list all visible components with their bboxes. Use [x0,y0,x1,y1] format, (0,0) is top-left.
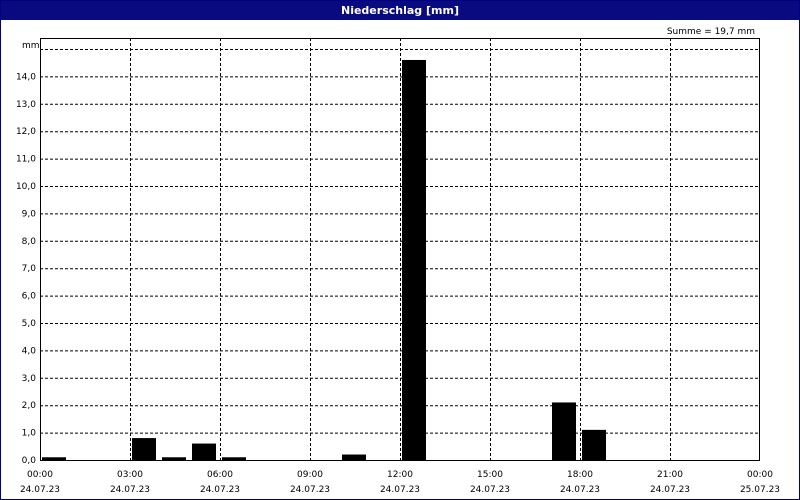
chart-title: Niederschlag [mm] [1,1,799,20]
x-tick-time: 21:00 [657,470,683,480]
precipitation-bar [132,438,156,460]
x-tick-date: 24.07.23 [110,485,150,495]
y-tick-label: 8,0 [22,237,37,247]
y-tick-label: 9,0 [22,209,37,219]
y-axis-label: mm [22,41,40,51]
x-tick-time: 00:00 [27,470,53,480]
y-tick-label: 11,0 [16,155,36,165]
precipitation-bar [222,457,246,460]
x-tick-date: 24.07.23 [470,485,510,495]
x-tick-date: 24.07.23 [560,485,600,495]
y-tick-label: 3,0 [22,374,37,384]
precipitation-bar [192,443,216,460]
x-tick-time: 18:00 [567,470,593,480]
precipitation-bar [582,429,606,460]
sum-annotation: Summe = 19,7 mm [667,27,755,37]
axes: 0,0 1,0 2,0 3,0 4,0 5,0 6,0 7,0 8,0 9,0 10,0 11,0 12… [16,38,780,495]
y-tick-label: 0,0 [22,456,37,466]
precipitation-bar [552,402,576,460]
precipitation-bar [162,457,186,460]
y-tick-label: 5,0 [22,319,37,329]
y-tick-label: 10,0 [16,182,36,192]
y-tick-label: 13,0 [16,100,36,110]
y-tick-label: 6,0 [22,292,37,302]
precipitation-bar [42,457,66,460]
precipitation-bar [402,59,426,461]
x-tick-date: 25.07.23 [740,485,780,495]
x-tick-date: 24.07.23 [290,485,330,495]
x-tick-time: 12:00 [387,470,413,480]
y-tick-label: 2,0 [22,401,37,411]
y-tick-label: 1,0 [22,429,37,439]
bars [42,59,606,461]
x-tick-time: 00:00 [747,470,773,480]
x-tick-date: 24.07.23 [20,485,60,495]
y-tick-label: 7,0 [22,264,37,274]
x-tick-time: 09:00 [297,470,323,480]
x-tick-time: 06:00 [207,470,233,480]
x-tick-date: 24.07.23 [650,485,690,495]
grid-lines [40,38,760,460]
y-tick-label: 14,0 [16,72,36,82]
y-tick-label: 12,0 [16,127,36,137]
x-tick-time: 15:00 [477,470,503,480]
x-tick-time: 03:00 [117,470,143,480]
x-tick-date: 24.07.23 [200,485,240,495]
y-tick-label: 4,0 [22,346,37,356]
precipitation-bar [342,454,366,460]
x-tick-date: 24.07.23 [380,485,420,495]
